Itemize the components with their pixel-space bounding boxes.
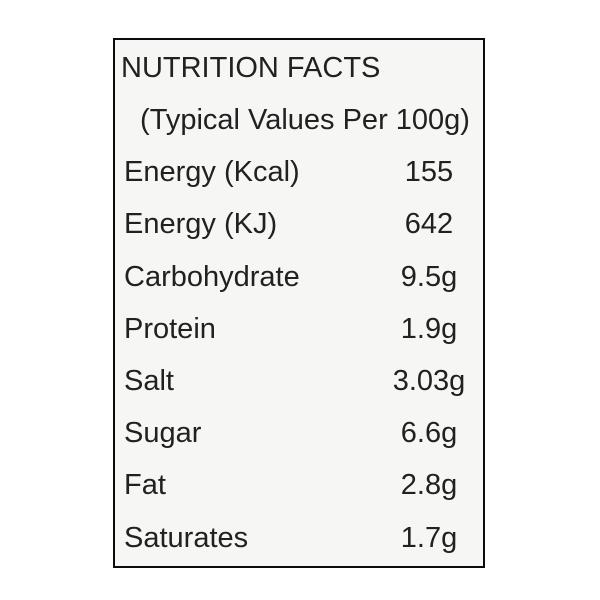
table-header-row: NUTRITION FACTS — [115, 42, 483, 94]
row-value: 1.7g — [400, 521, 458, 554]
row-label: Carbohydrate — [124, 260, 300, 293]
table-row-sugar: Sugar 6.6g — [115, 407, 483, 459]
table-row-saturates: Saturates 1.7g — [115, 512, 483, 564]
table-row-salt: Salt 3.03g — [115, 355, 483, 407]
row-value: 155 — [404, 156, 454, 189]
row-value: 1.9g — [400, 312, 458, 345]
row-value: 9.5g — [400, 260, 458, 293]
row-label: Energy (Kcal) — [124, 156, 300, 189]
row-label: Saturates — [124, 521, 249, 554]
table-subtitle-row: (Typical Values Per 100g) — [115, 94, 483, 146]
row-value: 6.6g — [400, 417, 458, 450]
nutrition-facts-table: NUTRITION FACTS (Typical Values Per 100g… — [113, 38, 485, 568]
row-value: 3.03g — [392, 364, 466, 397]
table-subtitle: (Typical Values Per 100g) — [140, 103, 470, 136]
row-label: Protein — [124, 312, 216, 345]
row-label: Salt — [124, 364, 174, 397]
table-row-protein: Protein 1.9g — [115, 303, 483, 355]
table-title: NUTRITION FACTS — [121, 51, 381, 84]
table-row-energy-kcal: Energy (Kcal) 155 — [115, 146, 483, 198]
row-value: 642 — [404, 208, 454, 241]
row-value: 2.8g — [400, 469, 458, 502]
row-label: Energy (KJ) — [124, 208, 278, 241]
row-label: Fat — [124, 469, 166, 502]
table-row-fat: Fat 2.8g — [115, 460, 483, 512]
table-row-energy-kj: Energy (KJ) 642 — [115, 199, 483, 251]
table-row-carbohydrate: Carbohydrate 9.5g — [115, 251, 483, 303]
row-label: Sugar — [124, 417, 202, 450]
